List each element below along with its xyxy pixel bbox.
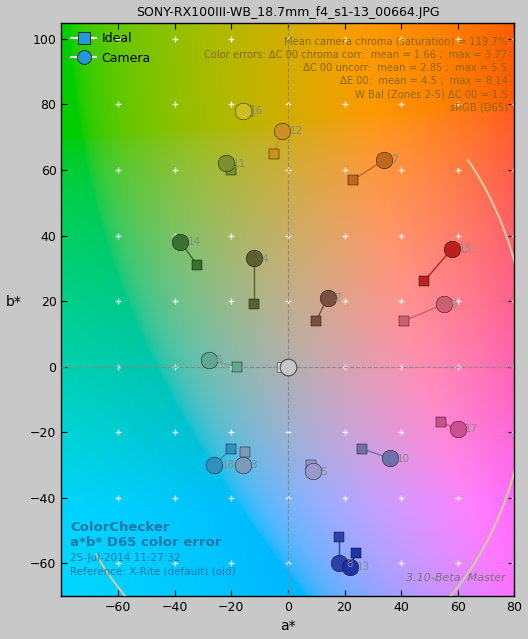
Text: 9: 9 xyxy=(451,300,457,310)
Text: 17: 17 xyxy=(465,424,478,434)
Text: 11: 11 xyxy=(233,158,246,169)
Text: a*b* D65 color error: a*b* D65 color error xyxy=(70,536,222,549)
Text: Mean camera chroma (saturation) = 119.7%: Mean camera chroma (saturation) = 119.7% xyxy=(285,37,507,47)
Text: Color errors: ΔC 00 chroma corr:  mean = 1.66 ;  max = 3.77: Color errors: ΔC 00 chroma corr: mean = … xyxy=(204,50,507,60)
Text: 6: 6 xyxy=(216,355,222,366)
Text: W Bal (Zones 2-5) ΔC 00 = 1.5: W Bal (Zones 2-5) ΔC 00 = 1.5 xyxy=(355,89,507,100)
Text: 10: 10 xyxy=(397,454,410,464)
Text: Reference: X-Rite (default) (old): Reference: X-Rite (default) (old) xyxy=(70,566,236,576)
Text: ColorChecker: ColorChecker xyxy=(70,521,170,534)
Text: 12: 12 xyxy=(289,126,303,136)
Text: 13: 13 xyxy=(357,562,371,572)
Text: 3.10-Beta  Master: 3.10-Beta Master xyxy=(406,573,505,583)
Y-axis label: b*: b* xyxy=(6,295,22,309)
Text: 2: 2 xyxy=(335,293,341,303)
Text: ΔC 00 uncorr:  mean = 2.85 ;  max = 5.5: ΔC 00 uncorr: mean = 2.85 ; max = 5.5 xyxy=(304,63,507,73)
Text: 7: 7 xyxy=(391,155,398,166)
Title: SONY-RX100III-WB_18.7mm_f4_s1-13_00664.JPG: SONY-RX100III-WB_18.7mm_f4_s1-13_00664.J… xyxy=(136,6,440,19)
Text: 5: 5 xyxy=(320,466,327,477)
Text: ΔE 00:  mean = 4.5 ;  max = 8.14: ΔE 00: mean = 4.5 ; max = 8.14 xyxy=(340,77,507,86)
Text: 8: 8 xyxy=(346,558,353,569)
Text: 3: 3 xyxy=(250,460,256,470)
Text: 18: 18 xyxy=(221,460,234,470)
Text: 4: 4 xyxy=(261,254,268,264)
Text: 25-Jul-2014 11:27:32: 25-Jul-2014 11:27:32 xyxy=(70,553,181,563)
Legend: Ideal, Camera: Ideal, Camera xyxy=(68,29,154,68)
Text: 16: 16 xyxy=(250,106,263,116)
Text: sRGB (D65): sRGB (D65) xyxy=(449,103,507,113)
Text: 15: 15 xyxy=(459,244,473,254)
Text: 14: 14 xyxy=(187,237,201,247)
X-axis label: a*: a* xyxy=(280,619,296,633)
